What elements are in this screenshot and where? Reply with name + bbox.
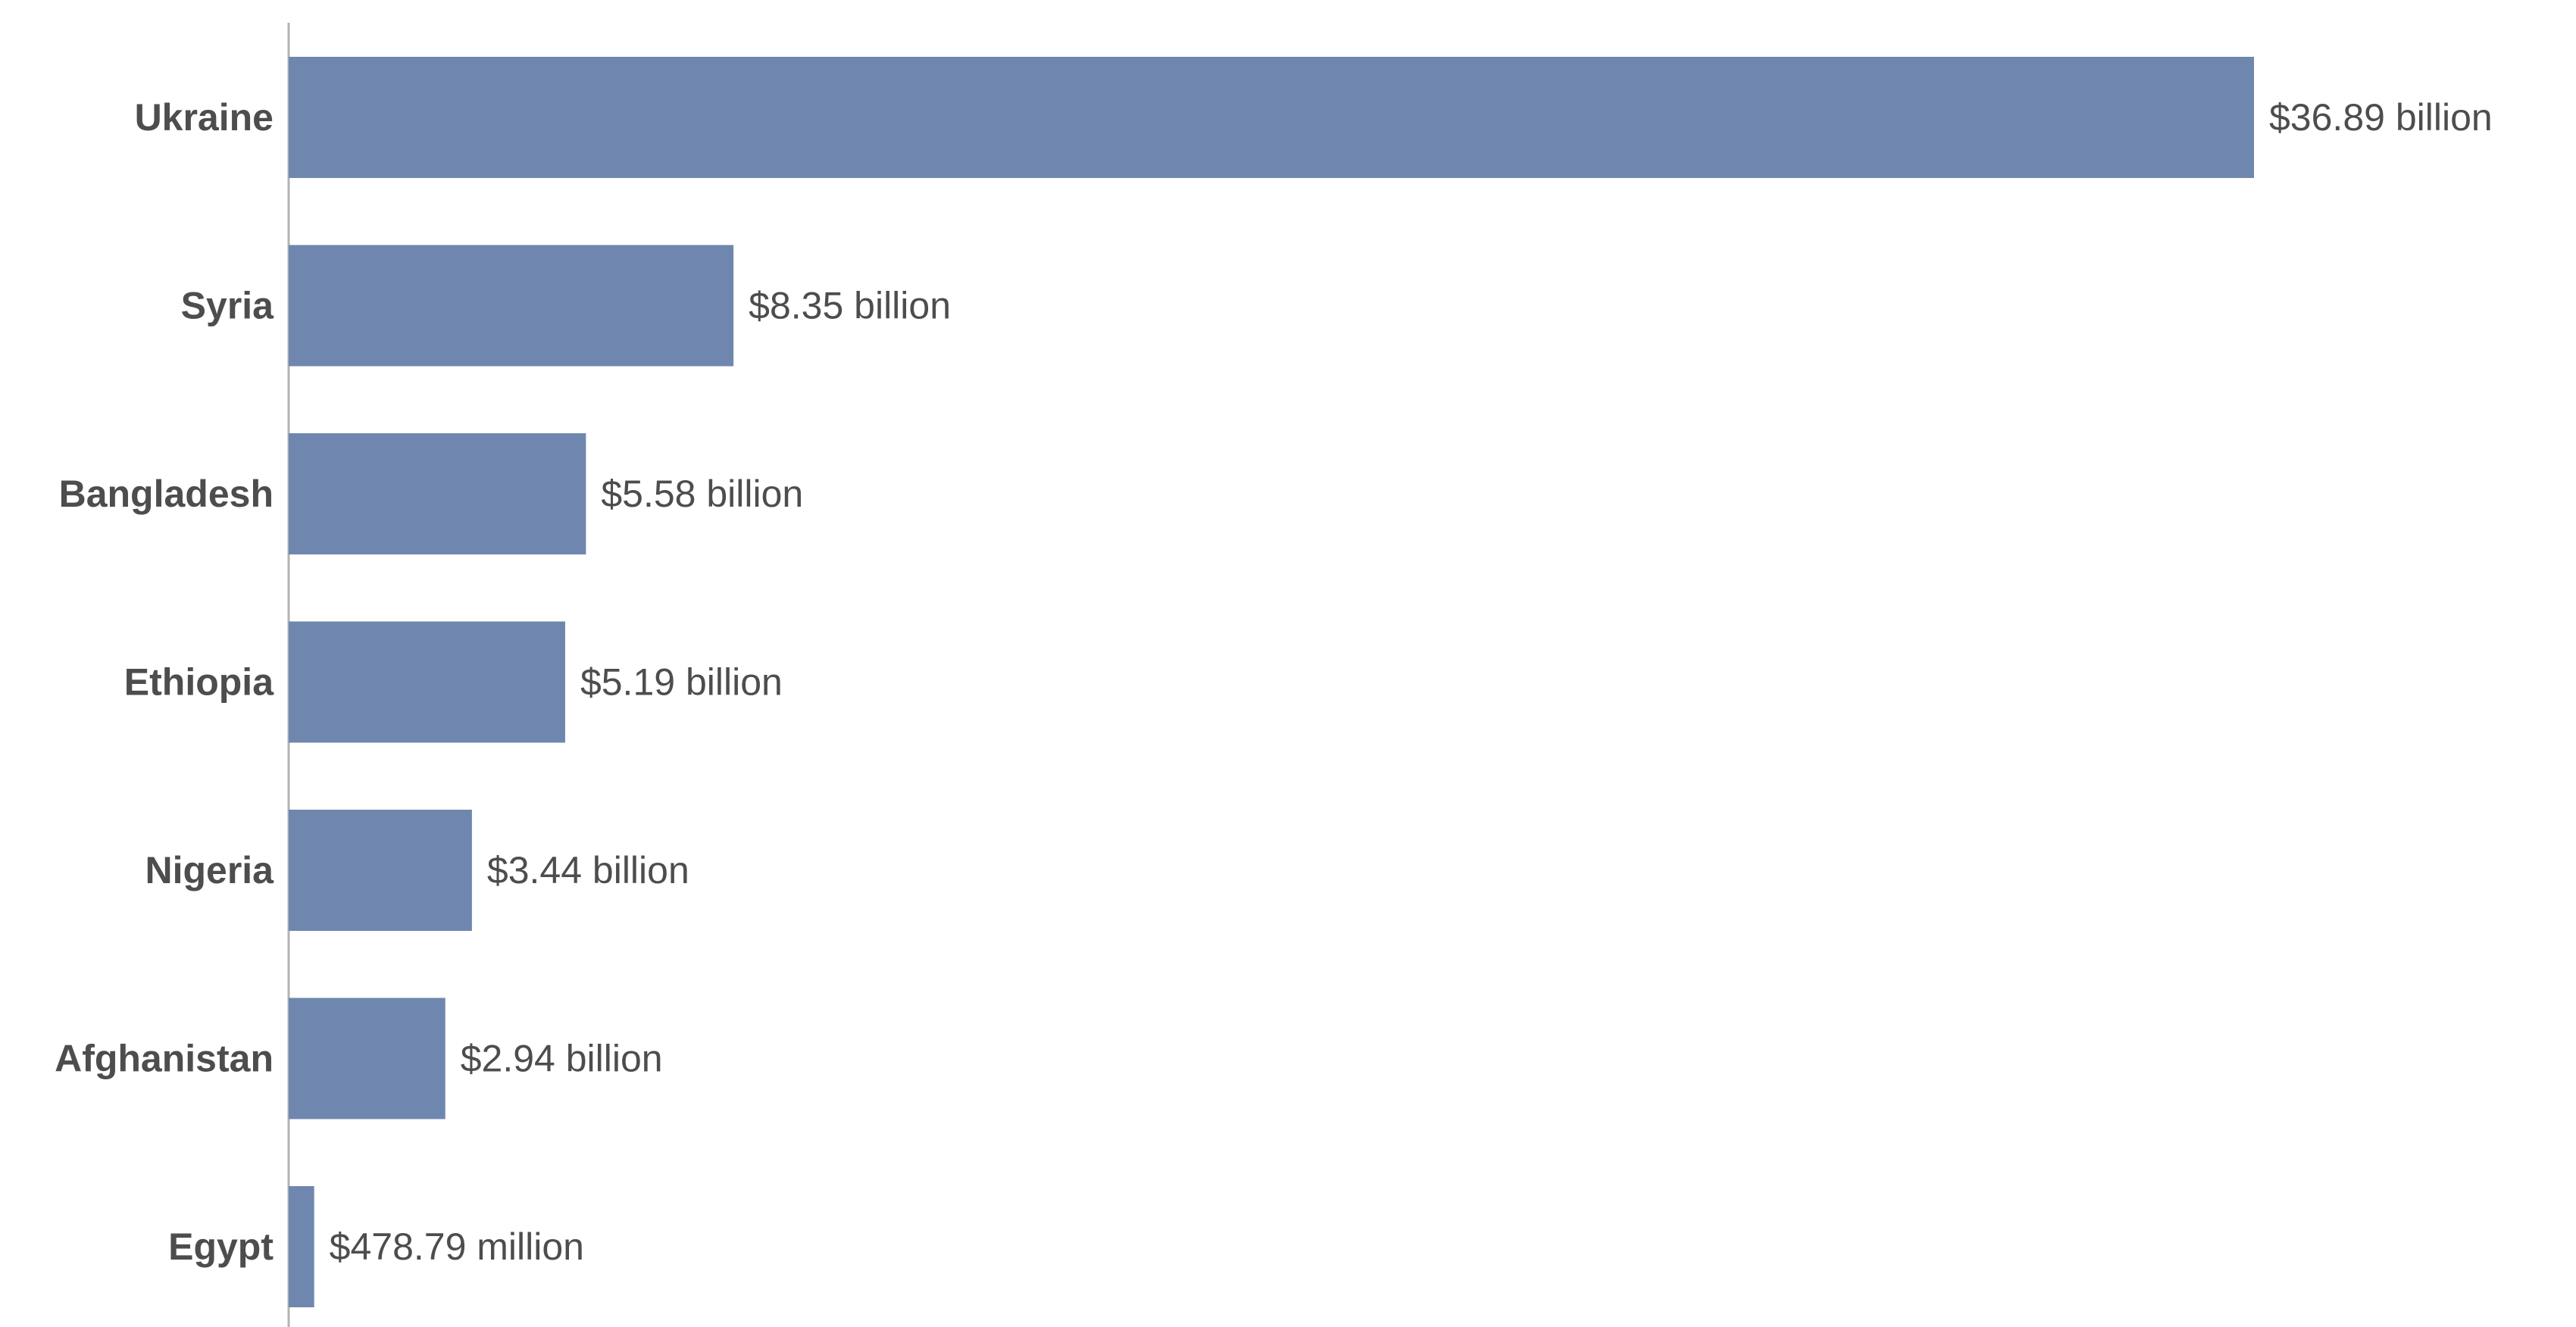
category-label-ethiopia: Ethiopia bbox=[124, 661, 274, 704]
value-label-ukraine: $36.89 billion bbox=[2269, 96, 2493, 139]
value-label-nigeria: $3.44 billion bbox=[487, 849, 689, 891]
value-label-syria: $8.35 billion bbox=[749, 285, 951, 327]
bar-nigeria bbox=[289, 810, 472, 931]
bar-ukraine bbox=[289, 57, 2254, 178]
value-label-afghanistan: $2.94 billion bbox=[461, 1038, 663, 1080]
category-label-nigeria: Nigeria bbox=[145, 849, 274, 891]
bar-syria bbox=[289, 245, 734, 367]
category-label-ukraine: Ukraine bbox=[135, 96, 274, 139]
category-label-afghanistan: Afghanistan bbox=[55, 1038, 274, 1080]
bar-afghanistan bbox=[289, 998, 445, 1119]
value-labels-group: $36.89 billion $8.35 billion $5.58 billion… bbox=[330, 96, 2493, 1268]
category-labels-group: Ukraine Syria Bangladesh Ethiopia Nigeria Afg… bbox=[55, 96, 274, 1268]
category-label-syria: Syria bbox=[181, 285, 275, 327]
category-label-bangladesh: Bangladesh bbox=[59, 473, 274, 515]
bar-bangladesh bbox=[289, 433, 586, 554]
bars-group bbox=[289, 57, 2254, 1307]
value-label-bangladesh: $5.58 billion bbox=[601, 473, 803, 515]
bar-egypt bbox=[289, 1186, 314, 1307]
category-label-egypt: Egypt bbox=[168, 1226, 274, 1268]
value-label-egypt: $478.79 million bbox=[330, 1226, 584, 1268]
bar-ethiopia bbox=[289, 621, 565, 743]
value-label-ethiopia: $5.19 billion bbox=[580, 661, 783, 704]
